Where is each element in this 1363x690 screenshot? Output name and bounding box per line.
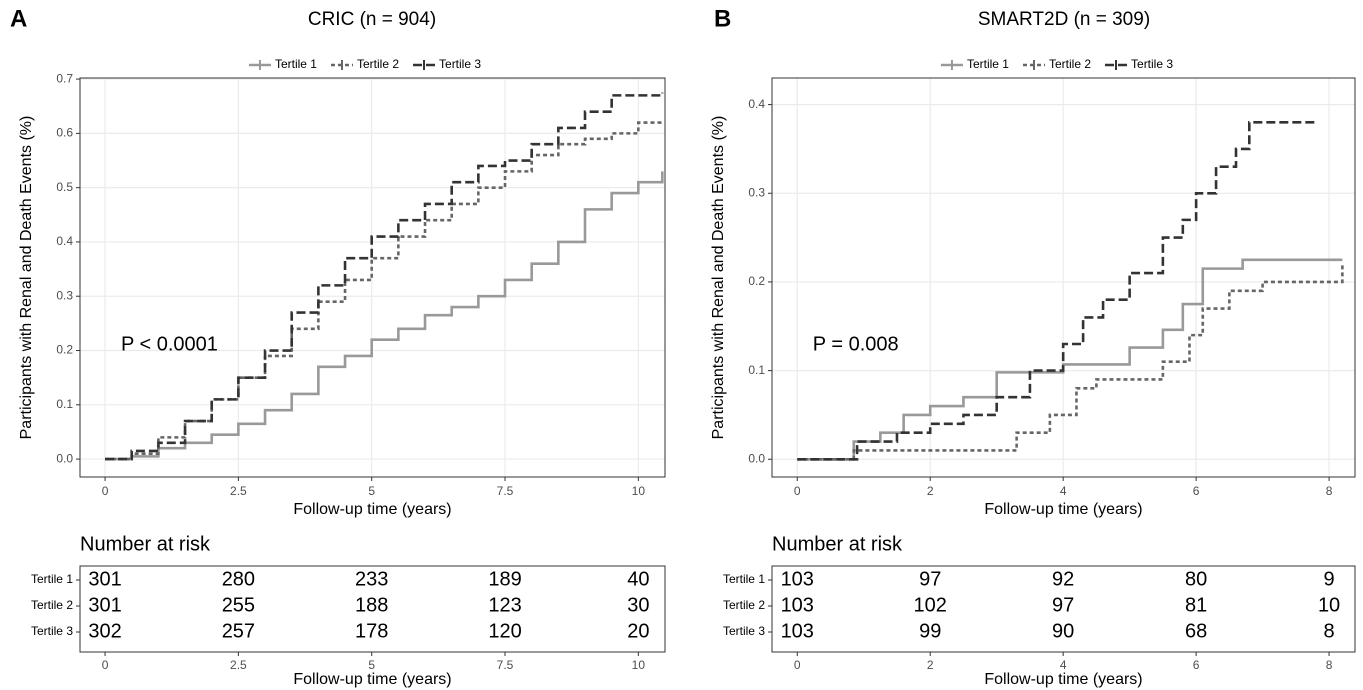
chart-title: CRIC (n = 904) [308,9,436,30]
risk-count: 10 [1318,594,1340,616]
risk-x-axis-label: Follow-up time (years) [293,671,451,688]
risk-title: Number at risk [80,533,211,555]
risk-x-tick-label: 5 [368,658,375,672]
risk-x-tick-label: 0 [102,658,109,672]
risk-row-label: Tertile 1 [723,572,765,586]
risk-count: 302 [88,620,121,642]
x-tick-label: 6 [1193,484,1200,498]
x-tick-label: 0 [794,484,801,498]
risk-count: 301 [88,594,121,616]
x-axis-label: Follow-up time (years) [984,501,1142,518]
x-tick-label: 2 [927,484,934,498]
plot-border [79,77,666,478]
y-tick-label: 0.2 [748,274,765,288]
x-tick-label: 8 [1326,484,1333,498]
y-tick-label: 0.2 [56,343,73,357]
x-tick-label: 7.5 [497,484,514,498]
y-axis-label: Participants with Renal and Death Events… [710,116,727,440]
survival-curve [105,171,664,461]
y-tick-label: 0.6 [56,126,73,140]
risk-row-label: Tertile 2 [31,598,73,612]
risk-count: 80 [1185,568,1207,590]
risk-row-label: Tertile 2 [723,598,765,612]
risk-count: 92 [1052,568,1074,590]
panel-label: A [10,5,27,32]
x-axis-label: Follow-up time (years) [293,501,451,518]
legend-label: Tertile 3 [1131,57,1173,71]
risk-count: 97 [1052,594,1074,616]
risk-border [79,565,666,653]
risk-x-tick-label: 0 [794,658,801,672]
risk-row-label: Tertile 1 [31,572,73,586]
annotation: P = 0.008 [813,334,899,356]
risk-title: Number at risk [772,533,903,555]
y-tick-label: 0.3 [748,185,765,199]
risk-count: 233 [355,568,388,590]
x-tick-label: 2.5 [230,484,247,498]
x-tick-label: 5 [368,484,375,498]
panel-label: B [714,5,731,32]
survival-curve [105,92,664,461]
risk-row-label: Tertile 3 [723,624,765,638]
survival-curve [105,121,663,461]
risk-count: 103 [781,620,814,642]
risk-count: 257 [222,620,255,642]
risk-count: 68 [1185,620,1207,642]
risk-count: 103 [781,594,814,616]
legend-label: Tertile 2 [357,57,399,71]
legend-label: Tertile 3 [439,57,481,71]
x-tick-label: 10 [632,484,646,498]
risk-count: 103 [781,568,814,590]
risk-x-tick-label: 4 [1060,658,1067,672]
y-tick-label: 0.5 [56,180,73,194]
y-tick-label: 0.3 [56,288,73,302]
risk-count: 97 [919,568,941,590]
risk-count: 90 [1052,620,1074,642]
risk-count: 9 [1324,568,1335,590]
legend-label: Tertile 1 [275,57,317,71]
risk-x-tick-label: 2.5 [230,658,247,672]
risk-count: 99 [919,620,941,642]
risk-x-tick-label: 7.5 [497,658,514,672]
y-tick-label: 0.0 [56,451,73,465]
risk-count: 255 [222,594,255,616]
y-tick-label: 0.1 [748,363,765,377]
chart-title: SMART2D (n = 309) [978,9,1150,30]
y-tick-label: 0.7 [56,71,73,85]
risk-x-tick-label: 2 [927,658,934,672]
risk-count: 8 [1324,620,1335,642]
plot-border [771,77,1356,478]
y-tick-label: 0.4 [56,234,73,248]
risk-count: 178 [355,620,388,642]
survival-curve [797,121,1316,461]
risk-count: 81 [1185,594,1207,616]
y-tick-label: 0.4 [748,97,765,111]
risk-count: 188 [355,594,388,616]
risk-count: 20 [627,620,649,642]
y-tick-label: 0.0 [748,451,765,465]
risk-x-tick-label: 8 [1326,658,1333,672]
risk-x-tick-label: 6 [1193,658,1200,672]
risk-count: 40 [627,568,649,590]
risk-x-tick-label: 10 [632,658,646,672]
risk-count: 30 [627,594,649,616]
legend-label: Tertile 2 [1049,57,1091,71]
risk-count: 301 [88,568,121,590]
risk-count: 123 [488,594,521,616]
legend-label: Tertile 1 [967,57,1009,71]
risk-count: 120 [488,620,521,642]
annotation: P < 0.0001 [121,334,218,356]
survival-curve [797,258,1343,461]
risk-row-label: Tertile 3 [31,624,73,638]
x-tick-label: 4 [1060,484,1067,498]
risk-count: 102 [914,594,947,616]
risk-x-axis-label: Follow-up time (years) [984,671,1142,688]
risk-count: 280 [222,568,255,590]
y-axis-label: Participants with Renal and Death Events… [18,116,35,440]
risk-count: 189 [488,568,521,590]
y-tick-label: 0.1 [56,397,73,411]
x-tick-label: 0 [102,484,109,498]
